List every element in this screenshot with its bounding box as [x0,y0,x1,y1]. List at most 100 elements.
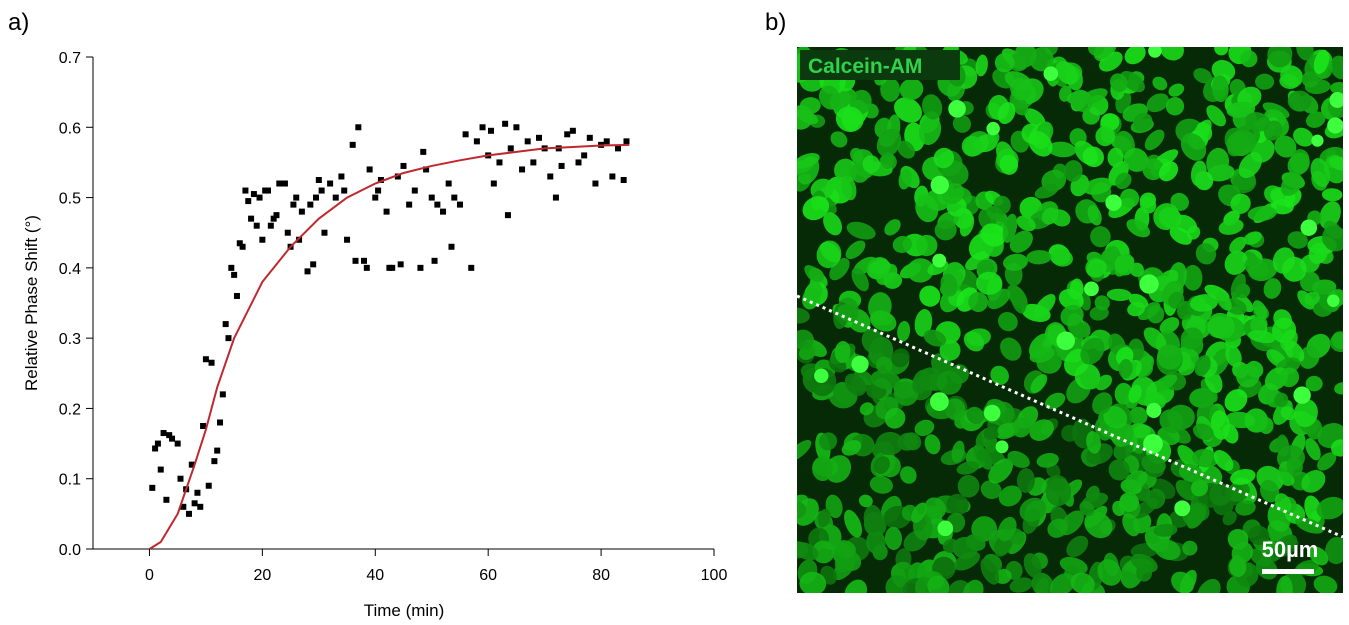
cell [1012,417,1031,438]
cell [1028,130,1053,157]
bright-cell [1293,386,1311,404]
data-point [169,435,176,442]
data-point [547,173,554,180]
cell [1260,479,1280,503]
cell [1049,573,1076,593]
data-point [188,461,195,468]
cell [1236,363,1260,388]
data-point [194,489,201,496]
cell [841,439,862,456]
cell [922,94,943,120]
cell [997,516,1017,542]
cell [1111,422,1134,447]
y-tick-label: 0.7 [59,50,81,67]
cell [1029,47,1054,72]
cell [1154,539,1181,560]
data-point [575,159,582,166]
data-point [332,194,339,201]
cell [1317,452,1337,471]
cell [1276,575,1293,593]
data-point [468,264,475,271]
cell [1070,572,1095,593]
data-point [265,187,272,194]
cell [1280,172,1303,196]
cell [946,493,969,516]
data-point [149,484,156,491]
data-point [609,173,616,180]
cell [1122,513,1140,537]
cell [1152,374,1178,392]
data-point [231,271,238,278]
cell [1030,374,1048,393]
bright-cell [930,392,949,412]
cell [797,307,810,324]
data-point [225,335,232,342]
data-point [256,194,263,201]
cell [1238,152,1263,179]
cell [903,432,922,451]
cell [900,466,917,484]
cell [951,440,965,463]
cell [1206,147,1230,177]
cell [1255,557,1278,580]
cell [1144,129,1165,151]
cell [1215,291,1232,311]
cell [1158,161,1179,182]
cell [1114,254,1135,276]
data-point [174,440,181,447]
cell [912,369,931,394]
bright-cell [995,440,1009,454]
cell [1007,450,1030,468]
cell [997,102,1016,125]
cell [914,309,933,337]
cell [1047,518,1068,538]
data-point [507,145,514,152]
cell [1133,112,1153,132]
cell [1305,438,1321,461]
cell [1247,205,1277,222]
cell [1304,495,1322,524]
cell [1316,496,1343,520]
cell [1183,264,1203,291]
cell [915,194,939,223]
cell [1267,47,1293,68]
cell [1047,141,1076,158]
data-point [366,166,373,173]
panel-label: b) [765,9,786,36]
cell [844,509,862,538]
cell [870,370,900,390]
data-point [363,264,370,271]
data-point [592,180,599,187]
x-tick-label: 100 [701,567,728,584]
cell [1263,278,1282,299]
x-tick-label: 80 [592,567,610,584]
cell [963,331,985,352]
cell [834,340,851,364]
x-tick-label: 20 [253,567,271,584]
cell [1200,379,1218,403]
cells [797,47,1343,593]
data-point [434,201,441,208]
cell [1119,492,1139,513]
data-point [245,198,252,205]
y-tick-label: 0.2 [59,401,81,418]
bright-cell [1146,402,1162,418]
scale-label: 50µm [1262,537,1319,562]
cell [880,77,901,102]
cell [1213,450,1234,471]
cell [1322,225,1343,252]
cell [1016,215,1036,232]
data-point [411,187,418,194]
data-point [620,177,627,183]
bright-cell [1043,66,1059,82]
cell [916,234,938,257]
cell [1063,160,1083,182]
cell [844,579,868,593]
data-point [473,138,480,145]
cell [885,575,908,593]
cell [797,329,814,350]
data-point [208,359,215,366]
bright-cell [1084,281,1099,297]
data-point [389,264,396,271]
